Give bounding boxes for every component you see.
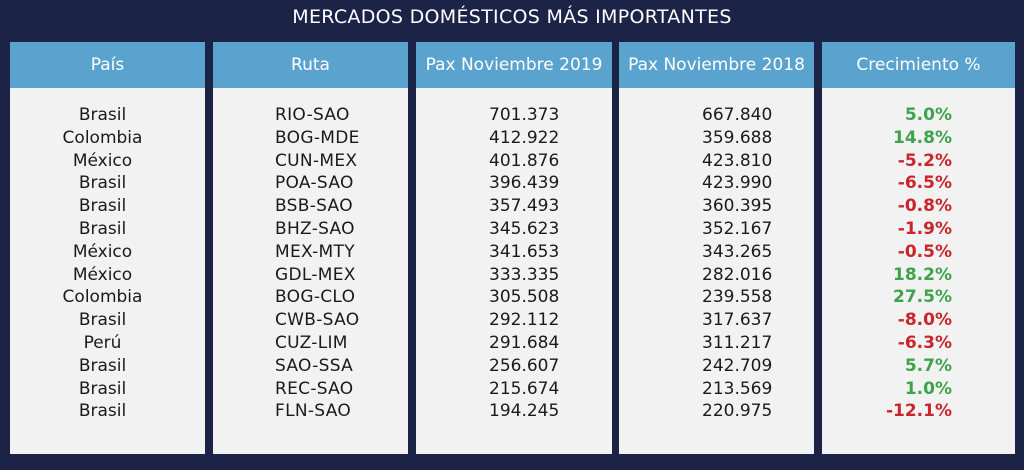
- cell-pax2019: 215.674: [489, 378, 560, 399]
- cell-pais: México: [72, 241, 133, 262]
- cell-pax2018: 343.265: [702, 241, 773, 262]
- column-pais: País Brasil Colombia México Brasil Brasil Bra…: [10, 42, 205, 454]
- header-pax-2019: Pax Noviembre 2019: [416, 42, 612, 88]
- cell-pax2019: 401.876: [489, 150, 560, 171]
- cell-crecimiento: -0.5%: [897, 241, 952, 262]
- cell-ruta: BSB-SAO: [275, 196, 353, 217]
- cell-pax2019: 357.493: [489, 196, 560, 217]
- cell-ruta: BHZ-SAO: [275, 218, 355, 239]
- cell-pax2018: 282.016: [702, 264, 773, 285]
- cell-pax2018: 239.558: [702, 287, 773, 308]
- column-body-crecimiento: 5.0% 14.8% -5.2% -6.5% -0.8% -1.9% -0.5% 18.2% 2…: [822, 88, 1015, 423]
- cell-pax2018: 242.709: [702, 355, 773, 376]
- cell-pais: Perú: [83, 332, 122, 353]
- cell-crecimiento: 14.8%: [893, 127, 952, 148]
- column-body-pax-2018: 667.840 359.688 423.810 423.990 360.395 352.1…: [619, 88, 814, 423]
- cell-ruta: GDL-MEX: [275, 264, 356, 285]
- cell-crecimiento: 1.0%: [904, 378, 952, 399]
- cell-ruta: MEX-MTY: [275, 241, 355, 262]
- cell-crecimiento: -0.8%: [897, 196, 952, 217]
- cell-pax2019: 341.653: [489, 241, 560, 262]
- cell-pax2018: 311.217: [702, 332, 773, 353]
- cell-ruta: REC-SAO: [275, 378, 354, 399]
- cell-pax2019: 396.439: [489, 173, 560, 194]
- column-body-ruta: RIO-SAO BOG-MDE CUN-MEX POA-SAO BSB-SAO BHZ-S…: [213, 88, 408, 423]
- cell-pax2019: 292.112: [489, 310, 560, 331]
- cell-pais: Brasil: [78, 105, 127, 125]
- cell-pais: Brasil: [78, 401, 127, 422]
- cell-pax2018: 213.569: [702, 378, 773, 399]
- cell-ruta: FLN-SAO: [275, 401, 352, 422]
- cell-crecimiento: 27.5%: [893, 287, 952, 308]
- cell-crecimiento: 18.2%: [893, 264, 952, 285]
- cell-pais: México: [72, 264, 133, 285]
- cell-pais: Brasil: [78, 310, 127, 331]
- cell-crecimiento: 5.0%: [904, 105, 952, 125]
- cell-pais: Brasil: [78, 218, 127, 239]
- cell-ruta: CUZ-LIM: [275, 332, 348, 353]
- cell-pais: Colombia: [62, 127, 143, 148]
- column-crecimiento: Crecimiento % 5.0% 14.8% -5.2% -6.5% -0.8% -1…: [822, 42, 1015, 454]
- cell-ruta: POA-SAO: [275, 173, 354, 194]
- column-body-pax-2019: 701.373 412.922 401.876 396.439 357.493 345.6…: [416, 88, 612, 423]
- cell-ruta: BOG-CLO: [275, 287, 356, 308]
- cell-pax2018: 423.810: [702, 150, 773, 171]
- cell-crecimiento: -6.3%: [897, 332, 952, 353]
- cell-pax2018: 667.840: [702, 105, 773, 125]
- column-body-pais: Brasil Colombia México Brasil Brasil Brasil Mé…: [10, 88, 205, 423]
- cell-ruta: BOG-MDE: [275, 127, 360, 148]
- cell-pax2018: 423.990: [702, 173, 773, 194]
- header-pax-2018: Pax Noviembre 2018: [619, 42, 814, 88]
- cell-pais: Brasil: [78, 355, 127, 376]
- cell-ruta: RIO-SAO: [275, 105, 350, 125]
- cell-pax2019: 256.607: [489, 355, 560, 376]
- column-pax-2019: Pax Noviembre 2019 701.373 412.922 401.876…: [416, 42, 612, 454]
- cell-pax2018: 352.167: [702, 218, 773, 239]
- cell-pais: Brasil: [78, 173, 127, 194]
- column-ruta: Ruta RIO-SAO BOG-MDE CUN-MEX POA-SAO BSB-SAO…: [213, 42, 408, 454]
- cell-ruta: CWB-SAO: [275, 310, 360, 331]
- cell-pax2018: 359.688: [702, 127, 773, 148]
- header-ruta: Ruta: [213, 42, 408, 88]
- header-crecimiento: Crecimiento %: [822, 42, 1015, 88]
- cell-pax2019: 701.373: [489, 105, 560, 125]
- cell-pax2019: 194.245: [489, 401, 560, 422]
- cell-pax2019: 412.922: [489, 127, 560, 148]
- cell-crecimiento: -8.0%: [897, 310, 952, 331]
- cell-crecimiento: -1.9%: [897, 218, 952, 239]
- cell-pais: Brasil: [78, 378, 127, 399]
- cell-pax2018: 360.395: [702, 196, 773, 217]
- column-pax-2018: Pax Noviembre 2018 667.840 359.688 423.810…: [619, 42, 814, 454]
- cell-crecimiento: -5.2%: [897, 150, 952, 171]
- cell-crecimiento: -12.1%: [885, 401, 952, 422]
- cell-pax2019: 333.335: [489, 264, 560, 285]
- page-title: MERCADOS DOMÉSTICOS MÁS IMPORTANTES: [292, 6, 732, 28]
- cell-pax2018: 317.637: [702, 310, 773, 331]
- cell-pax2019: 345.623: [489, 218, 560, 239]
- cell-pais: Brasil: [78, 196, 127, 217]
- cell-pais: México: [72, 150, 133, 171]
- cell-pax2018: 220.975: [702, 401, 773, 422]
- cell-ruta: CUN-MEX: [275, 150, 358, 171]
- header-pais: País: [10, 42, 205, 88]
- cell-pax2019: 305.508: [489, 287, 560, 308]
- cell-pax2019: 291.684: [489, 332, 560, 353]
- cell-ruta: SAO-SSA: [275, 355, 354, 376]
- cell-pais: Colombia: [62, 287, 143, 308]
- cell-crecimiento: 5.7%: [904, 355, 952, 376]
- cell-crecimiento: -6.5%: [897, 173, 952, 194]
